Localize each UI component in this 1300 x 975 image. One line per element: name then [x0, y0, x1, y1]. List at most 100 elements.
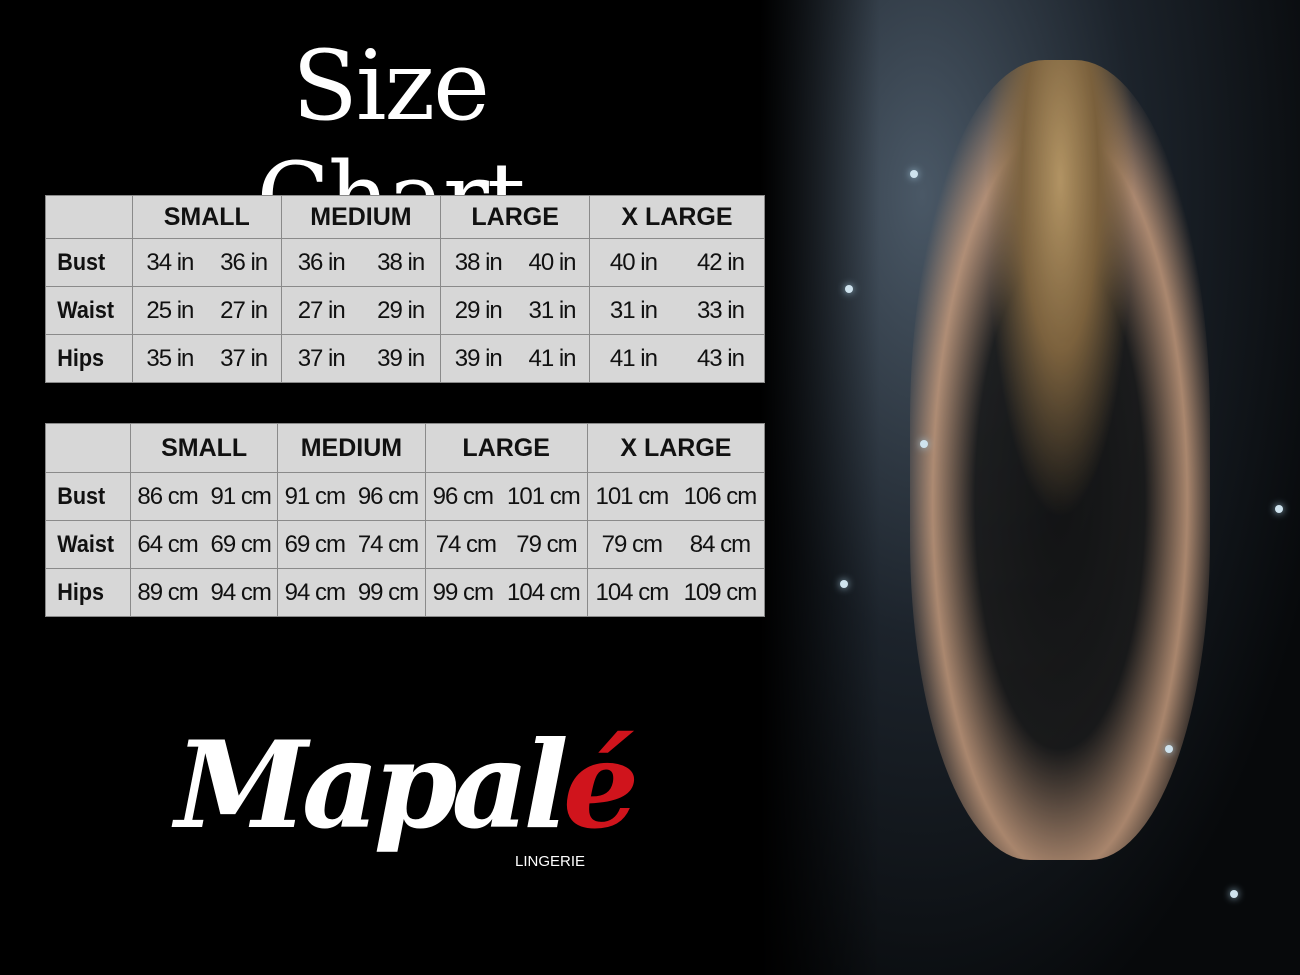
- measurement-value: 94 cm: [284, 578, 346, 606]
- size-range-cell: 36 in 38 in: [280, 238, 442, 287]
- measurement-value: 89 cm: [137, 578, 198, 606]
- measurement-value: 74 cm: [435, 530, 497, 558]
- size-header: LARGE: [440, 195, 590, 239]
- measurement-value: 86 cm: [137, 482, 198, 510]
- measurement-value: 109 cm: [683, 578, 758, 606]
- size-table-inches: SMALL MEDIUM LARGE X LARGE Bust 34 in 36 i…: [45, 195, 766, 383]
- size-range-cell: 40 in 42 in: [588, 238, 766, 287]
- size-range-cell: 35 in 37 in: [132, 334, 282, 383]
- measurement-value: 38 in: [454, 248, 503, 276]
- size-range-cell: 89 cm 94 cm: [129, 568, 279, 617]
- measurement-value: 35 in: [146, 344, 194, 372]
- size-range-cell: 31 in 33 in: [588, 286, 766, 335]
- row-label: Waist: [45, 286, 125, 335]
- measurement-value: 39 in: [377, 344, 425, 372]
- measurement-value: 101 cm: [595, 482, 669, 510]
- measurement-value: 99 cm: [432, 578, 494, 606]
- size-range-cell: 64 cm 69 cm: [129, 520, 279, 569]
- size-header: MEDIUM: [280, 195, 442, 239]
- table-row: Bust 34 in 36 in 36 in 38 in 38 in 40 in 40 in 4…: [45, 238, 766, 287]
- measurement-value: 29 in: [454, 296, 503, 324]
- measurement-value: 37 in: [220, 344, 268, 372]
- size-header: X LARGE: [588, 195, 766, 239]
- table-row: Hips 89 cm 94 cm 94 cm 99 cm 99 cm 104 cm 104 c…: [45, 568, 766, 617]
- size-range-cell: 38 in 40 in: [440, 238, 590, 287]
- measurement-value: 43 in: [696, 344, 745, 372]
- measurement-value: 40 in: [609, 248, 658, 276]
- measurement-value: 91 cm: [284, 482, 346, 510]
- size-range-cell: 86 cm 91 cm: [129, 472, 279, 521]
- size-header: LARGE: [424, 423, 588, 473]
- measurement-value: 99 cm: [357, 578, 419, 606]
- measurement-value: 104 cm: [507, 578, 581, 606]
- measurement-value: 36 in: [297, 248, 346, 276]
- measurement-value: 69 cm: [210, 530, 272, 558]
- measurement-value: 33 in: [696, 296, 745, 324]
- size-range-cell: 99 cm 104 cm: [424, 568, 588, 617]
- measurement-value: 42 in: [696, 248, 745, 276]
- measurement-value: 40 in: [528, 248, 576, 276]
- measurement-value: 36 in: [220, 248, 268, 276]
- measurement-value: 27 in: [297, 296, 346, 324]
- measurement-value: 31 in: [528, 296, 576, 324]
- measurement-value: 29 in: [377, 296, 425, 324]
- measurement-value: 96 cm: [357, 482, 419, 510]
- size-range-cell: 39 in 41 in: [440, 334, 590, 383]
- measurement-value: 41 in: [609, 344, 658, 372]
- size-range-cell: 27 in 29 in: [280, 286, 442, 335]
- brand-logo: Mapalé: [175, 715, 639, 856]
- measurement-value: 34 in: [146, 248, 194, 276]
- measurement-value: 38 in: [377, 248, 425, 276]
- measurement-value: 79 cm: [516, 530, 577, 558]
- measurement-value: 74 cm: [357, 530, 419, 558]
- size-range-cell: 25 in 27 in: [132, 286, 282, 335]
- measurement-value: 37 in: [297, 344, 346, 372]
- row-label: Bust: [45, 238, 125, 287]
- size-table-cm: SMALL MEDIUM LARGE X LARGE Bust 86 cm 91 c…: [45, 423, 766, 617]
- measurement-value: 106 cm: [683, 482, 758, 510]
- size-header: X LARGE: [586, 423, 766, 473]
- size-range-cell: 29 in 31 in: [440, 286, 590, 335]
- size-header: SMALL: [132, 195, 282, 239]
- table-row: Bust 86 cm 91 cm 91 cm 96 cm 96 cm 101 cm 101 c…: [45, 472, 766, 521]
- row-label: Hips: [45, 568, 123, 617]
- table-row: Hips 35 in 37 in 37 in 39 in 39 in 41 in 41 in 4…: [45, 334, 766, 383]
- header-row: SMALL MEDIUM LARGE X LARGE: [45, 423, 766, 473]
- row-label: Hips: [45, 334, 125, 383]
- size-range-cell: 101 cm 106 cm: [586, 472, 766, 521]
- size-range-cell: 96 cm 101 cm: [424, 472, 588, 521]
- size-range-cell: 94 cm 99 cm: [277, 568, 426, 617]
- size-range-cell: 34 in 36 in: [132, 238, 282, 287]
- model-figure: [910, 60, 1210, 860]
- measurement-value: 79 cm: [601, 530, 663, 558]
- measurement-value: 25 in: [146, 296, 194, 324]
- measurement-value: 64 cm: [137, 530, 198, 558]
- table-row: Waist 64 cm 69 cm 69 cm 74 cm 74 cm 79 cm 79 cm…: [45, 520, 766, 569]
- measurement-value: 31 in: [609, 296, 658, 324]
- size-range-cell: 79 cm 84 cm: [586, 520, 766, 569]
- size-range-cell: 41 in 43 in: [588, 334, 766, 383]
- header-row: SMALL MEDIUM LARGE X LARGE: [45, 195, 766, 239]
- corner-cell: [45, 195, 133, 239]
- measurement-value: 39 in: [454, 344, 503, 372]
- measurement-value: 69 cm: [284, 530, 346, 558]
- size-header: SMALL: [129, 423, 279, 473]
- size-range-cell: 104 cm 109 cm: [586, 568, 766, 617]
- measurement-value: 27 in: [220, 296, 268, 324]
- table-row: Waist 25 in 27 in 27 in 29 in 29 in 31 in 31 in…: [45, 286, 766, 335]
- measurement-value: 94 cm: [210, 578, 272, 606]
- row-label: Bust: [45, 472, 123, 521]
- size-range-cell: 37 in 39 in: [280, 334, 442, 383]
- measurement-value: 96 cm: [432, 482, 494, 510]
- size-range-cell: 74 cm 79 cm: [424, 520, 588, 569]
- size-range-cell: 91 cm 96 cm: [277, 472, 426, 521]
- brand-subtitle: LINGERIE: [515, 853, 586, 870]
- corner-cell: [45, 423, 131, 473]
- row-label: Waist: [45, 520, 123, 569]
- model-photo: [760, 0, 1300, 975]
- measurement-value: 84 cm: [689, 530, 751, 558]
- measurement-value: 91 cm: [210, 482, 272, 510]
- measurement-value: 41 in: [528, 344, 576, 372]
- measurement-value: 101 cm: [507, 482, 581, 510]
- measurement-value: 104 cm: [595, 578, 669, 606]
